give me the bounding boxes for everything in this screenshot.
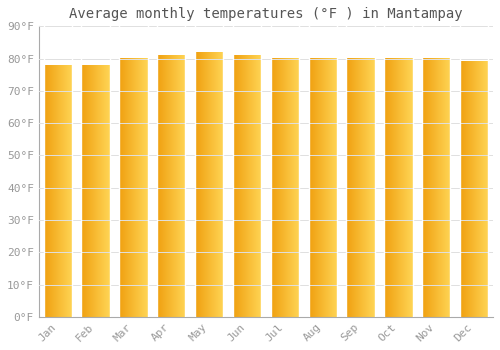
Title: Average monthly temperatures (°F ) in Mantampay: Average monthly temperatures (°F ) in Ma… (69, 7, 462, 21)
